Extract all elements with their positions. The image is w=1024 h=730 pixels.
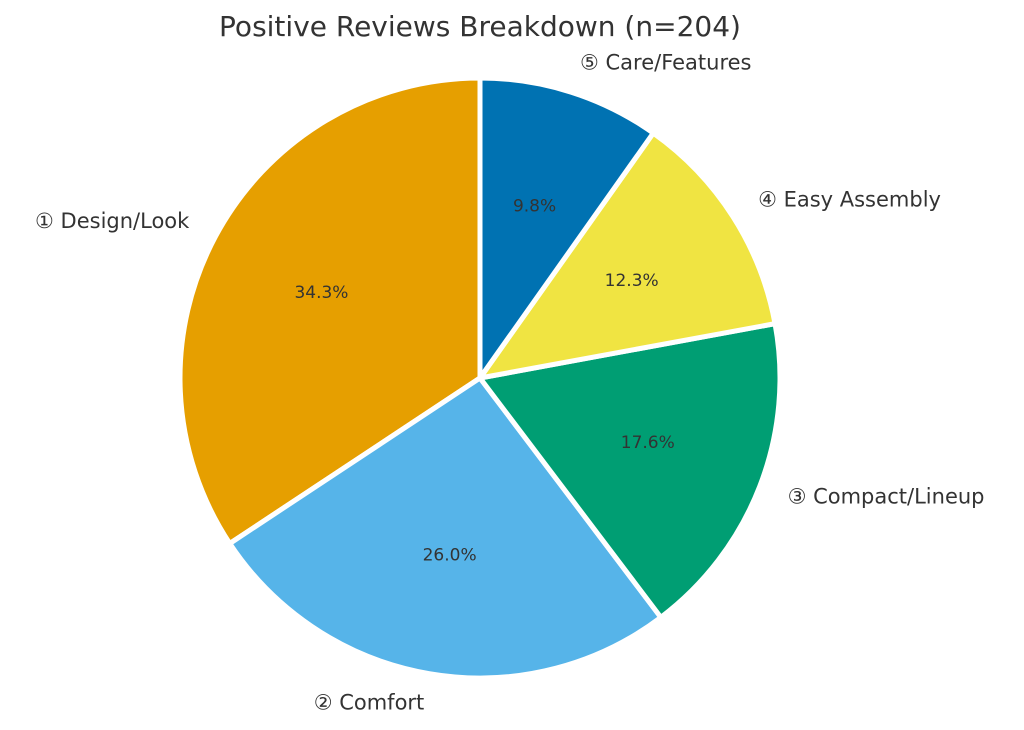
pie-slice xyxy=(477,130,778,381)
value-label: 9.8% xyxy=(513,196,556,216)
pie-slice xyxy=(477,321,783,620)
value-label: 34.3% xyxy=(294,283,348,303)
category-label: ④ Easy Assembly xyxy=(758,187,941,211)
value-label: 26.0% xyxy=(423,545,477,565)
pie-slice xyxy=(227,375,664,681)
value-label: 17.6% xyxy=(621,433,675,453)
category-label: ① Design/Look xyxy=(35,209,190,233)
category-label: ② Comfort xyxy=(314,690,425,714)
category-label: ⑤ Care/Features xyxy=(580,51,752,75)
chart-title: Positive Reviews Breakdown (n=204) xyxy=(219,10,741,43)
value-label: 12.3% xyxy=(605,271,659,291)
category-label: ③ Compact/Lineup xyxy=(788,485,985,509)
pie-slice xyxy=(477,75,656,381)
